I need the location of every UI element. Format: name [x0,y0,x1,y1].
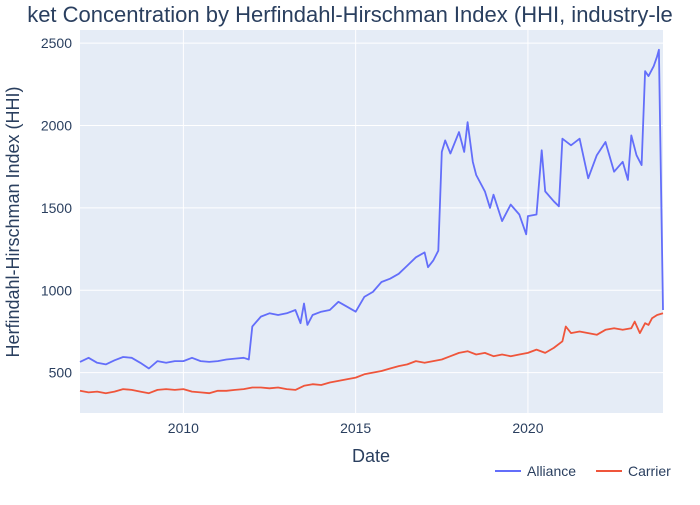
legend-label: Alliance [527,463,576,479]
x-tick-label: 2010 [168,420,199,436]
x-axis-label: Date [352,446,390,466]
y-axis-label: Herfindahl-Hirschman Index (HHI) [3,86,23,357]
y-tick-label: 500 [49,365,73,381]
legend-item-carrier[interactable]: Carrier [596,463,671,479]
y-tick-label: 2500 [41,35,72,51]
x-tick-label: 2015 [340,420,371,436]
x-tick-label: 2020 [512,420,543,436]
series-line-carrier [79,312,664,395]
y-tick-label: 1500 [41,200,72,216]
grid-lines [80,30,663,413]
series-line-alliance [79,48,664,370]
y-tick-label: 2000 [41,118,72,134]
y-tick-label: 1000 [41,282,72,298]
plot-background [80,30,663,413]
legend[interactable]: Alliance Carrier [495,463,671,479]
legend-item-alliance[interactable]: Alliance [495,463,576,479]
legend-label: Carrier [628,463,671,479]
axis-ticks: 500 1000 1500 2000 2500 2010 2015 2020 [41,35,544,436]
series-lines [79,48,664,395]
chart-title: ket Concentration by Herfindahl-Hirschma… [27,2,673,27]
